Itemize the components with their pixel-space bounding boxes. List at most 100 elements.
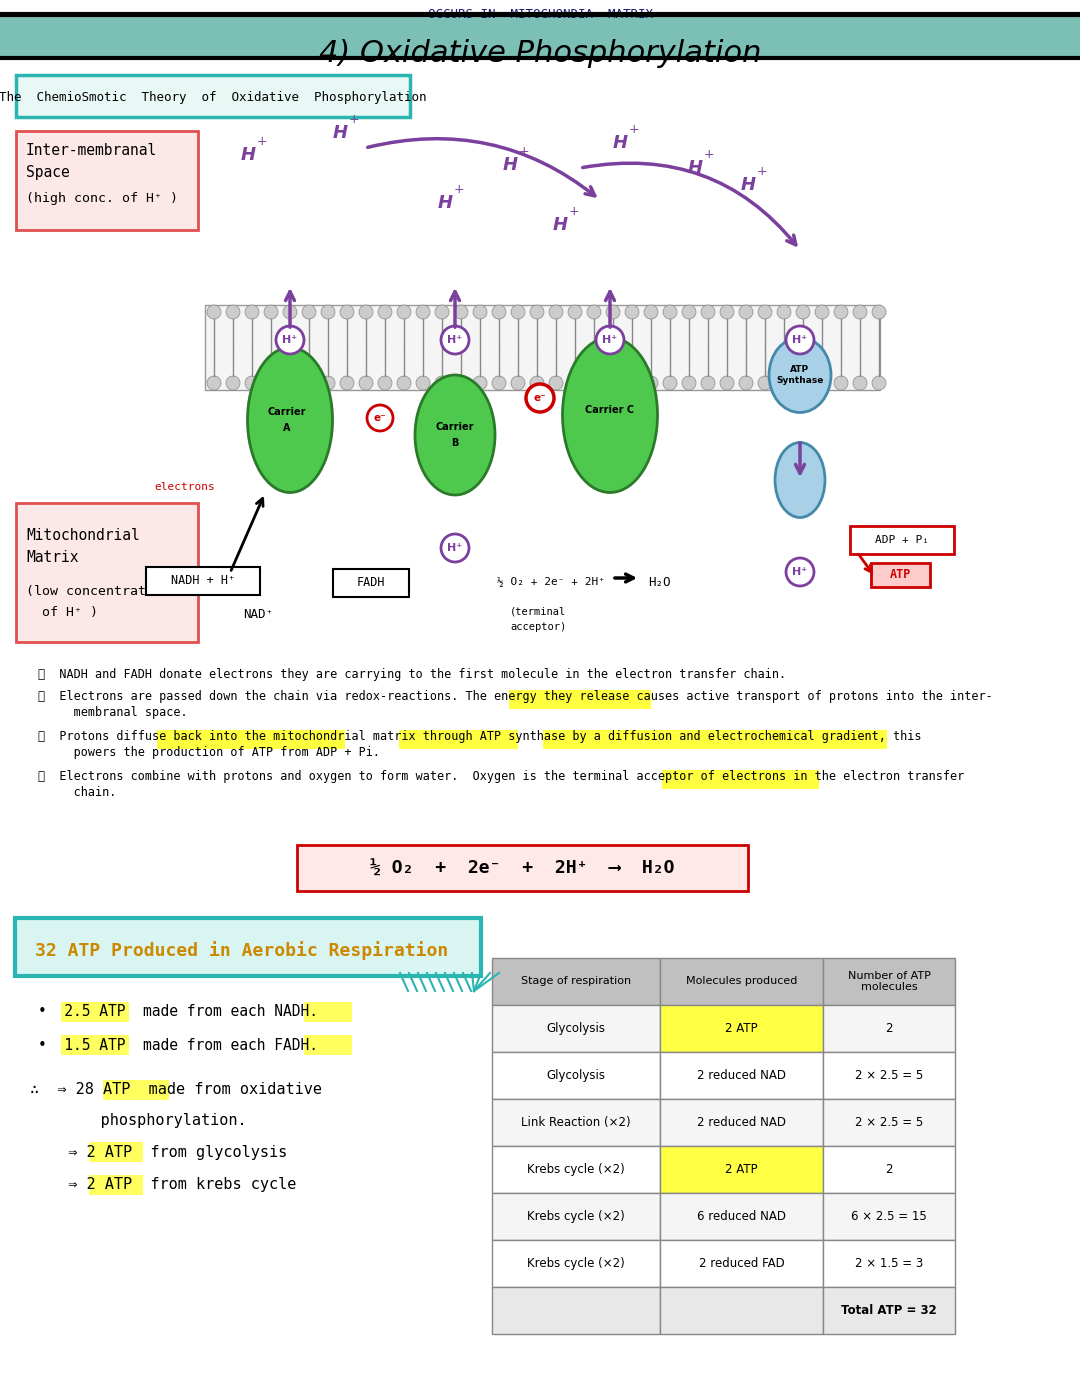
Text: +: + — [519, 145, 529, 158]
Text: H: H — [741, 176, 756, 194]
Text: H: H — [553, 216, 568, 234]
Circle shape — [568, 376, 582, 390]
Circle shape — [815, 376, 829, 390]
Text: ⇒ 2 ATP  from krebs cycle: ⇒ 2 ATP from krebs cycle — [50, 1178, 296, 1192]
Text: Carrier C: Carrier C — [585, 406, 635, 415]
Text: B: B — [451, 438, 459, 447]
Circle shape — [492, 376, 507, 390]
Circle shape — [758, 376, 772, 390]
FancyBboxPatch shape — [0, 14, 1080, 59]
FancyBboxPatch shape — [492, 1052, 660, 1098]
FancyBboxPatch shape — [660, 1098, 823, 1146]
Circle shape — [245, 376, 259, 390]
Circle shape — [302, 305, 316, 319]
Text: H: H — [437, 194, 453, 212]
Text: +: + — [454, 183, 464, 197]
Text: H⁺: H⁺ — [283, 335, 298, 344]
Circle shape — [302, 376, 316, 390]
Text: 2: 2 — [886, 1022, 893, 1034]
Circle shape — [530, 376, 544, 390]
FancyBboxPatch shape — [60, 1002, 129, 1022]
Circle shape — [207, 376, 221, 390]
Circle shape — [596, 326, 624, 354]
Circle shape — [549, 376, 563, 390]
Text: A: A — [283, 422, 291, 434]
Text: 32 ATP Produced in Aerobic Respiration: 32 ATP Produced in Aerobic Respiration — [35, 941, 448, 960]
Text: Stage of respiration: Stage of respiration — [521, 977, 631, 987]
Text: powers the production of ATP from ADP + Pi.: powers the production of ATP from ADP + … — [38, 746, 380, 758]
Circle shape — [786, 326, 814, 354]
Circle shape — [435, 305, 449, 319]
Circle shape — [416, 305, 430, 319]
Text: 2 ATP: 2 ATP — [725, 1022, 758, 1034]
FancyBboxPatch shape — [146, 567, 260, 595]
Circle shape — [378, 376, 392, 390]
FancyBboxPatch shape — [492, 1005, 660, 1052]
Circle shape — [264, 305, 278, 319]
Circle shape — [739, 376, 753, 390]
Text: OCCURS IN  MITOCHONDIA  MATRIX: OCCURS IN MITOCHONDIA MATRIX — [428, 8, 652, 21]
Text: of H⁺ ): of H⁺ ) — [26, 606, 98, 619]
Text: chain.: chain. — [38, 786, 117, 799]
FancyBboxPatch shape — [823, 1193, 955, 1241]
Text: Matrix: Matrix — [26, 551, 79, 565]
Text: H: H — [333, 124, 348, 142]
FancyBboxPatch shape — [333, 569, 409, 597]
Text: Link Reaction (×2): Link Reaction (×2) — [522, 1117, 631, 1129]
Text: ATP: ATP — [889, 569, 910, 581]
FancyBboxPatch shape — [660, 1052, 823, 1098]
Circle shape — [588, 376, 600, 390]
Circle shape — [777, 376, 791, 390]
FancyBboxPatch shape — [823, 1287, 955, 1334]
FancyBboxPatch shape — [823, 1241, 955, 1287]
Text: (terminal: (terminal — [510, 606, 566, 616]
Circle shape — [441, 534, 469, 562]
Text: H: H — [688, 159, 703, 177]
Circle shape — [283, 376, 297, 390]
Text: +: + — [257, 135, 268, 148]
FancyBboxPatch shape — [89, 1175, 143, 1195]
Text: Number of ATP
molecules: Number of ATP molecules — [848, 970, 931, 993]
Circle shape — [796, 305, 810, 319]
Text: Krebs cycle (×2): Krebs cycle (×2) — [527, 1163, 625, 1177]
Circle shape — [276, 326, 303, 354]
Text: H⁺: H⁺ — [447, 335, 462, 344]
Text: ∴  ⇒ 28 ATP  made from oxidative: ∴ ⇒ 28 ATP made from oxidative — [30, 1083, 322, 1097]
Circle shape — [511, 376, 525, 390]
FancyBboxPatch shape — [509, 690, 651, 710]
Text: Molecules produced: Molecules produced — [686, 977, 797, 987]
FancyBboxPatch shape — [16, 131, 198, 230]
Text: ½ O₂ + 2e⁻ + 2H⁺: ½ O₂ + 2e⁻ + 2H⁺ — [497, 577, 605, 587]
Circle shape — [226, 376, 240, 390]
Circle shape — [796, 376, 810, 390]
Ellipse shape — [563, 337, 658, 492]
Circle shape — [492, 305, 507, 319]
Text: ②  Electrons are passed down the chain via redox-reactions. The energy they rele: ② Electrons are passed down the chain vi… — [38, 690, 993, 703]
FancyBboxPatch shape — [492, 958, 660, 1005]
Circle shape — [720, 305, 734, 319]
FancyBboxPatch shape — [60, 1034, 129, 1055]
Text: 2: 2 — [886, 1163, 893, 1177]
Circle shape — [367, 406, 393, 431]
Text: H⁺: H⁺ — [793, 567, 808, 577]
Text: 2 ATP: 2 ATP — [725, 1163, 758, 1177]
Text: 2 × 1.5 = 3: 2 × 1.5 = 3 — [855, 1257, 923, 1270]
Circle shape — [435, 376, 449, 390]
Circle shape — [454, 305, 468, 319]
FancyBboxPatch shape — [543, 730, 887, 749]
Circle shape — [606, 376, 620, 390]
FancyBboxPatch shape — [660, 1241, 823, 1287]
Ellipse shape — [769, 337, 831, 413]
FancyBboxPatch shape — [660, 1193, 823, 1241]
FancyBboxPatch shape — [660, 958, 823, 1005]
Text: •  2.5 ATP  made from each NADH.: • 2.5 ATP made from each NADH. — [38, 1005, 318, 1019]
Text: H: H — [502, 156, 517, 174]
Text: Inter-membranal: Inter-membranal — [26, 144, 158, 158]
FancyBboxPatch shape — [492, 1098, 660, 1146]
Text: Glycolysis: Glycolysis — [546, 1022, 606, 1034]
Text: H⁺: H⁺ — [447, 544, 462, 553]
FancyBboxPatch shape — [823, 1098, 955, 1146]
Circle shape — [872, 305, 886, 319]
Text: +: + — [349, 113, 360, 125]
Text: H₂O: H₂O — [648, 576, 671, 588]
